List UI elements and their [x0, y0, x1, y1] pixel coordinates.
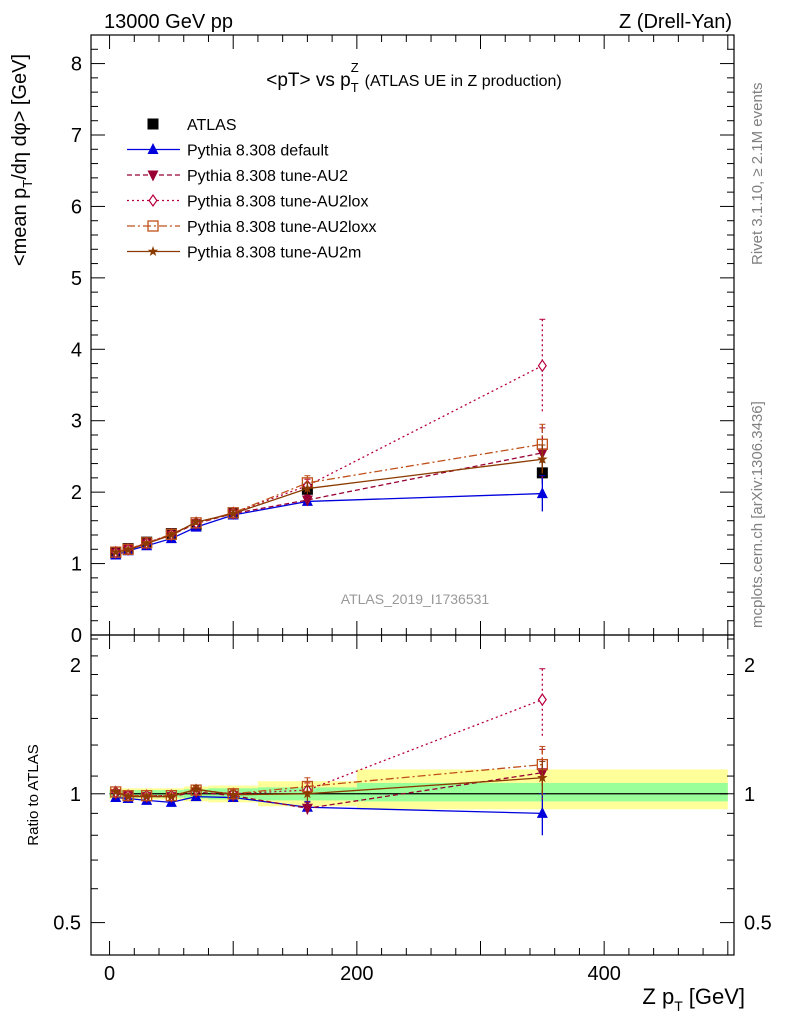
- ratio-panel: 0.5 0.5 1 1 2 2 0 200 400: [53, 635, 772, 985]
- data-point: [537, 453, 548, 464]
- data-point: [190, 516, 202, 527]
- series-line-default: [115, 492, 543, 556]
- series-line-au2: [115, 772, 543, 809]
- data-point: [301, 495, 313, 507]
- data-point: [110, 786, 121, 797]
- y-tick-label: 3: [71, 411, 82, 433]
- data-point: [140, 537, 153, 549]
- ylabel-post: /dη dφ> [GeV]: [9, 54, 31, 180]
- legend-marker-default: [147, 143, 159, 154]
- main-ylabel: <mean pT/dη dφ> [GeV]: [9, 54, 35, 266]
- data-point: [537, 772, 548, 783]
- data-point: [302, 483, 313, 494]
- data-point: [122, 544, 134, 555]
- series-line-au2lox: [115, 365, 543, 553]
- rivet-label: Rivet 3.1.10, ≥ 2.1M events: [749, 83, 766, 266]
- main-panel: 0 1 2 3 4 5 6 7 8: [71, 34, 734, 647]
- series-line-au2m: [115, 458, 543, 553]
- series-line-au2loxx: [115, 443, 543, 553]
- series-au2loxx: [110, 423, 548, 558]
- series-atlas: [110, 461, 548, 559]
- y-tick-label: 1: [71, 554, 82, 576]
- ratio-y-tick-label-right: 2: [744, 655, 755, 677]
- xlabel-pre: Z p: [642, 984, 674, 1009]
- title-suffix: (ATLAS UE in Z production): [365, 73, 562, 90]
- legend-marker-au2loxx: [147, 220, 159, 232]
- data-point: [166, 529, 177, 540]
- series-au2m: [110, 444, 548, 557]
- y-tick-label: 6: [71, 196, 82, 218]
- legend-marker-au2m: [147, 246, 159, 256]
- x-axis-label: Z pT [GeV]: [642, 984, 745, 1014]
- legend-label-au2: Pythia 8.308 tune-AU2: [187, 168, 348, 185]
- ratio-y-tick-label: 1: [70, 784, 81, 806]
- analysis-watermark: ATLAS_2019_I1736531: [341, 591, 490, 607]
- header-left: 13000 GeV pp: [104, 11, 233, 33]
- data-point: [537, 359, 547, 373]
- legend-marker-au2lox: [148, 193, 158, 208]
- header-right: Z (Drell-Yan): [619, 11, 732, 33]
- legend-marker-au2: [147, 170, 159, 182]
- ylabel-pre: <mean p: [9, 188, 31, 266]
- data-point: [141, 538, 152, 549]
- y-tick-label: 4: [71, 339, 82, 361]
- title-sup: Z: [351, 60, 359, 75]
- y-tick-label: 5: [71, 268, 82, 290]
- plot-title: <pT> vs pTZ (ATLAS UE in Z production): [266, 60, 562, 95]
- series-au2m: [110, 760, 548, 802]
- legend-marker-atlas: [147, 118, 159, 130]
- x-tick-label: 400: [587, 963, 620, 985]
- y-tick-label: 8: [71, 54, 82, 76]
- y-tick-label: 0: [71, 625, 82, 647]
- data-point: [227, 789, 239, 800]
- data-point: [227, 508, 239, 519]
- data-point: [190, 783, 202, 794]
- data-point: [140, 790, 153, 802]
- x-tick-label: 200: [340, 963, 373, 985]
- data-point: [302, 788, 313, 799]
- xlabel-sub: T: [674, 998, 683, 1014]
- series-line-au2m: [115, 777, 543, 798]
- ratio-y-tick-label-right: 1: [744, 784, 755, 806]
- ratio-y-tick-label: 2: [70, 655, 81, 677]
- x-tick-label: 0: [104, 963, 115, 985]
- data-point: [141, 791, 152, 802]
- data-point: [122, 790, 134, 802]
- mcplots-label: mcplots.cern.ch [arXiv:1306.3436]: [749, 401, 766, 628]
- data-point: [536, 806, 548, 818]
- data-point: [122, 543, 134, 555]
- ylabel-sub: T: [20, 180, 35, 188]
- ratio-ylabel: Ratio to ATLAS: [25, 744, 42, 845]
- data-point: [122, 791, 134, 802]
- legend-label-default: Pythia 8.308 default: [187, 143, 329, 160]
- title-main: <pT> vs p: [266, 70, 351, 91]
- legend-label-au2loxx: Pythia 8.308 tune-AU2loxx: [187, 219, 376, 236]
- y-tick-label: 2: [71, 482, 82, 504]
- legend-label-atlas: ATLAS: [187, 117, 237, 134]
- ratio-y-tick-label-right: 0.5: [744, 913, 772, 935]
- legend: ATLAS Pythia 8.308 default Pythia 8.308 tu…: [127, 117, 376, 262]
- data-point: [110, 546, 121, 557]
- data-point: [536, 487, 548, 499]
- ratio-frame: [90, 634, 735, 956]
- xlabel-post: [GeV]: [689, 984, 745, 1009]
- series-au2lox: [111, 318, 547, 559]
- title-sub: T: [351, 80, 359, 95]
- y-tick-label: 7: [71, 125, 82, 147]
- data-point: [166, 791, 177, 802]
- data-point: [227, 507, 239, 519]
- data-point: [537, 693, 547, 707]
- ratio-y-tick-label: 0.5: [53, 913, 81, 935]
- series-default: [110, 475, 548, 560]
- data-point: [301, 803, 313, 815]
- legend-label-au2lox: Pythia 8.308 tune-AU2lox: [187, 194, 368, 211]
- data-point: [165, 528, 178, 540]
- legend-label-au2m: Pythia 8.308 tune-AU2m: [187, 245, 361, 262]
